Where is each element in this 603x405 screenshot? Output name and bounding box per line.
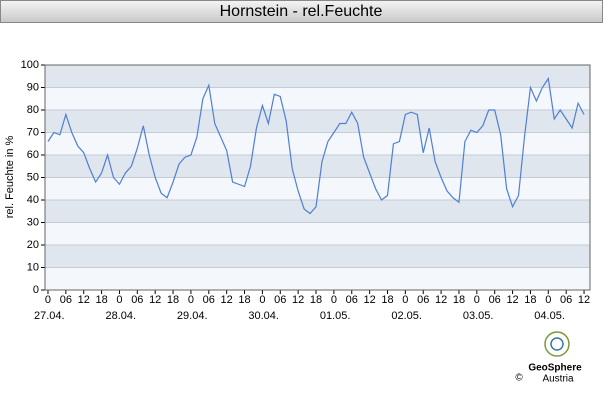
chart-title: Hornstein - rel.Feuchte [220, 3, 383, 20]
x-tick-label: 12 [149, 294, 161, 306]
x-tick-label: 12 [78, 294, 90, 306]
band [45, 222, 590, 245]
x-tick-label: 0 [45, 294, 51, 306]
x-tick-label: 0 [116, 294, 122, 306]
plot-frame [44, 64, 591, 291]
x-tick-label: 18 [167, 294, 179, 306]
band [45, 200, 590, 223]
day-label: 01.05. [320, 310, 351, 322]
x-tick-label: 06 [60, 294, 72, 306]
logo [544, 331, 570, 357]
x-tick-label: 12 [292, 294, 304, 306]
x-tick-label: 18 [238, 294, 250, 306]
x-tick-label: 0 [545, 294, 551, 306]
x-tick-label: 12 [578, 294, 590, 306]
y-tick-label: 40 [27, 194, 39, 206]
day-label: 27.04. [34, 310, 65, 322]
y-axis-label: rel. Feuchte in % [4, 136, 16, 219]
band [45, 245, 590, 268]
y-tick-label: 60 [27, 149, 39, 161]
day-label: 02.05. [391, 310, 422, 322]
band [45, 132, 590, 155]
x-tick-label: 0 [331, 294, 337, 306]
x-tick-label: 06 [203, 294, 215, 306]
x-tick-label: 18 [95, 294, 107, 306]
x-tick-label: 18 [453, 294, 465, 306]
y-tick-label: 100 [21, 59, 39, 71]
y-tick-label: 70 [27, 126, 39, 138]
y-tick-label: 10 [27, 261, 39, 273]
day-label: 03.05. [463, 310, 494, 322]
data-line [47, 76, 585, 215]
x-tick-label: 06 [489, 294, 501, 306]
logo-text: Austria [542, 374, 574, 385]
y-tick-label: 50 [27, 171, 39, 183]
x-tick-label: 12 [221, 294, 233, 306]
band [45, 267, 590, 290]
x-tick-label: 06 [131, 294, 143, 306]
band [45, 87, 590, 110]
day-label: 04.05. [534, 310, 565, 322]
y-tick-label: 0 [33, 284, 39, 296]
y-tick-label: 80 [27, 104, 39, 116]
band [45, 177, 590, 200]
band [45, 155, 590, 178]
band [45, 110, 590, 133]
y-tick-label: 30 [27, 216, 39, 228]
x-tick-label: 0 [474, 294, 480, 306]
x-tick-label: 06 [417, 294, 429, 306]
x-tick-label: 06 [560, 294, 572, 306]
x-tick-label: 12 [363, 294, 375, 306]
x-tick-label: 0 [259, 294, 265, 306]
band [45, 65, 590, 88]
x-tick-label: 06 [346, 294, 358, 306]
day-label: 30.04. [248, 310, 279, 322]
x-tick-label: 12 [435, 294, 447, 306]
day-label: 28.04. [105, 310, 136, 322]
copyright: © [515, 373, 523, 384]
x-tick-label: 18 [310, 294, 322, 306]
x-tick-label: 18 [524, 294, 536, 306]
x-tick-label: 0 [188, 294, 194, 306]
x-tick-label: 06 [274, 294, 286, 306]
day-label: 29.04. [177, 310, 208, 322]
y-tick-label: 20 [27, 239, 39, 251]
x-tick-label: 18 [381, 294, 393, 306]
y-tick-label: 90 [27, 81, 39, 93]
x-tick-label: 12 [506, 294, 518, 306]
logo-text: GeoSphere [528, 363, 582, 374]
x-tick-label: 0 [402, 294, 408, 306]
